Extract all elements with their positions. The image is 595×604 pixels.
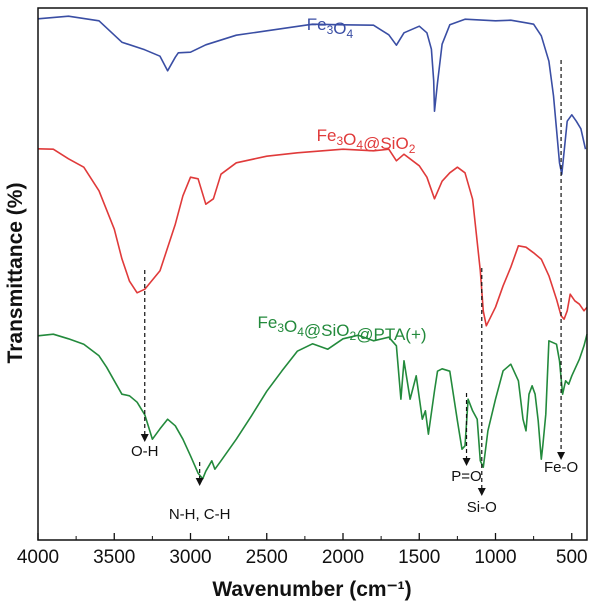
series-labels: Fe3O4 Fe3O4@SiO2 Fe3O4@SiO2@PTA(+) — [257, 15, 426, 344]
annotation-arrowhead — [195, 478, 204, 486]
annotation-label: Si-O — [467, 499, 497, 516]
x-tick-label: 1000 — [474, 547, 516, 568]
annotation-arrowhead — [462, 458, 471, 466]
annotation-arrowhead — [557, 452, 566, 460]
annotation-label: N-H, C-H — [169, 506, 231, 523]
series-label-1: Fe3O4@SiO2 — [317, 126, 416, 156]
plot-lines — [37, 15, 588, 480]
x-tick-label: 1500 — [398, 547, 440, 568]
annotation-arrowhead — [477, 488, 486, 496]
x-tick-label: 3500 — [93, 547, 135, 568]
plot-frame — [37, 7, 588, 541]
series-line-0 — [37, 15, 587, 175]
x-tick-label: 3000 — [169, 547, 211, 568]
annotation-label: O-H — [131, 443, 159, 460]
x-tick-label: 500 — [556, 547, 588, 568]
annotations: O-H N-H, C-H P=O Si-O Fe-O — [131, 60, 578, 523]
annotation-label: Fe-O — [544, 459, 578, 476]
series-label-2: Fe3O4@SiO2@PTA(+) — [257, 313, 426, 344]
y-axis-title: Transmittance (%) — [4, 183, 27, 364]
x-tick-label: 4000 — [17, 547, 59, 568]
series-line-1 — [37, 148, 588, 327]
series-label-0: Fe3O4 — [307, 15, 354, 41]
x-tick-label: 2000 — [322, 547, 364, 568]
x-tick-label: 2500 — [246, 547, 288, 568]
series-line-2 — [37, 333, 588, 480]
x-axis-title: Wavenumber (cm⁻¹) — [212, 578, 411, 601]
annotation-label: P=O — [451, 468, 481, 485]
x-axis: 4000 3500 3000 2500 2000 1500 1000 500 — [17, 533, 588, 568]
annotation-arrowhead — [140, 434, 149, 442]
